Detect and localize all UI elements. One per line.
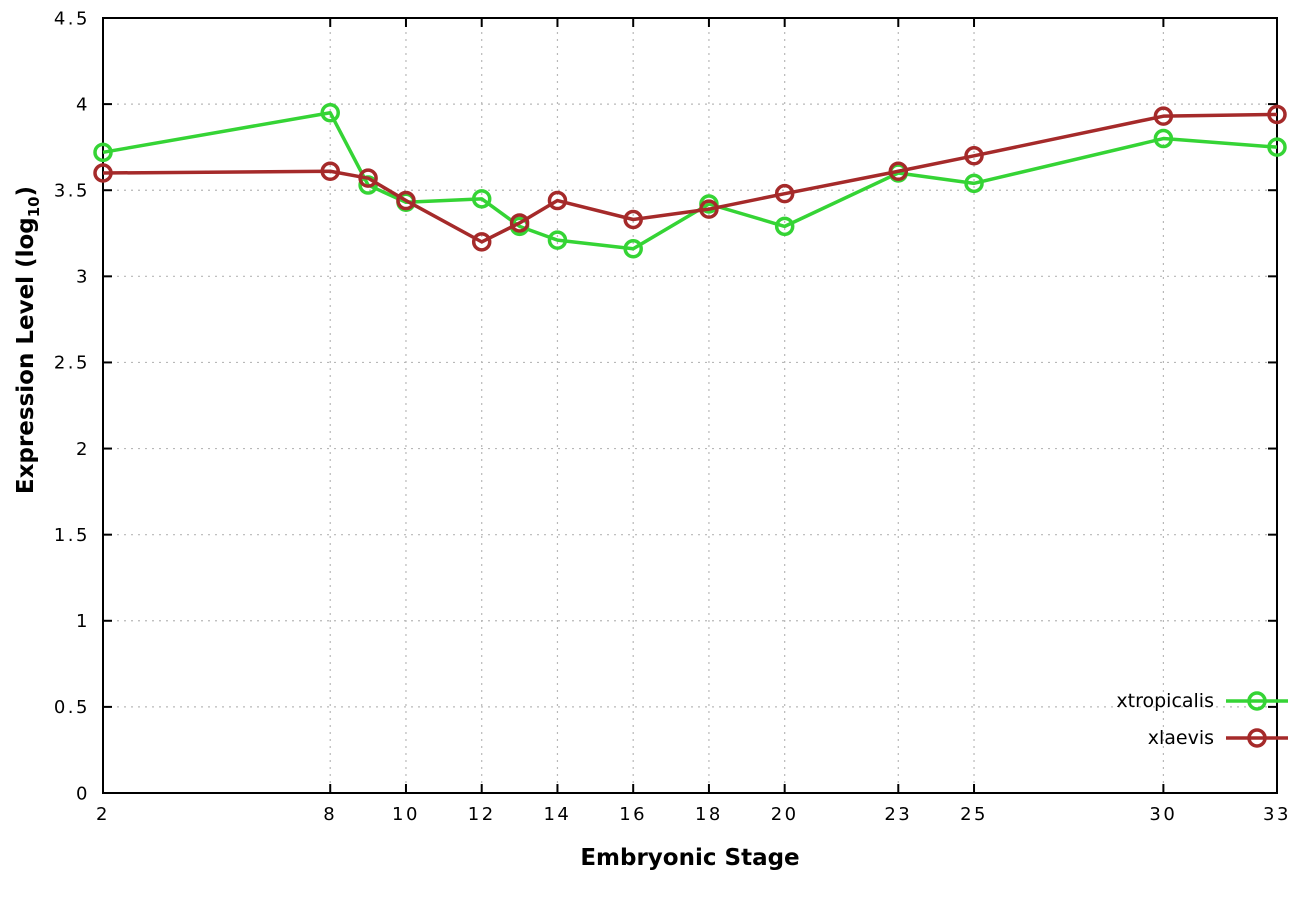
y-tick-label: 1.5: [54, 525, 90, 546]
plot-border: [102, 17, 1278, 794]
legend: xtropicalis xlaevis: [1116, 682, 1290, 756]
data-point-marker: [320, 102, 340, 123]
data-point-marker: [471, 189, 492, 209]
y-axis-title-text: Expression Level (log: [13, 217, 40, 495]
x-tick-label: 25: [960, 804, 988, 825]
data-point-marker: [699, 199, 719, 219]
data-point-marker: [964, 146, 984, 166]
series-xlaevis: [93, 104, 1287, 252]
y-tick-label: 0.5: [54, 697, 90, 718]
y-tick-label: 2.5: [54, 353, 90, 374]
y-tick-label: 4.5: [54, 8, 90, 29]
x-tick-label: 33: [1263, 804, 1291, 825]
data-point-marker: [547, 230, 568, 250]
x-tick-label: 30: [1149, 804, 1177, 825]
y-tick-label: 4: [76, 94, 90, 115]
data-point-marker: [547, 190, 568, 211]
x-tick-label: 8: [323, 804, 337, 825]
data-point-marker: [93, 163, 113, 183]
data-point-marker: [964, 173, 984, 194]
data-point-marker: [774, 216, 795, 237]
series-line: [102, 112, 1278, 244]
legend-line-marker-icon: [1226, 690, 1288, 711]
data-point-marker: [623, 209, 643, 230]
x-tick-label: 2: [96, 804, 110, 825]
series-line: [102, 110, 1278, 251]
x-tick-label: 18: [695, 804, 723, 825]
data-point-marker: [888, 161, 909, 182]
x-tick-label: 16: [619, 804, 647, 825]
y-tick-label: 3: [76, 267, 90, 288]
y-tick-label: 3.5: [54, 181, 90, 202]
x-axis-title: Embryonic Stage: [580, 845, 800, 871]
x-tick-label: 14: [543, 804, 571, 825]
data-point-marker: [320, 161, 340, 182]
x-tick-label: 12: [468, 804, 496, 825]
data-point-marker: [1267, 104, 1287, 125]
legend-entry-xtropicalis: xtropicalis: [1116, 682, 1290, 719]
data-point-marker: [1267, 137, 1287, 157]
y-axis-title-close: ): [13, 185, 40, 197]
x-tick-label: 20: [771, 804, 799, 825]
legend-label-xlaevis: xlaevis: [1147, 726, 1214, 749]
y-tick-label: 0: [76, 783, 90, 804]
x-tick-label: 10: [392, 804, 420, 825]
y-tick-label: 1: [76, 611, 90, 632]
data-point-marker: [358, 168, 378, 188]
legend-label-xtropicalis: xtropicalis: [1116, 689, 1214, 712]
data-point-marker: [623, 239, 643, 259]
data-point-marker: [93, 142, 113, 163]
legend-line-marker-icon: [1226, 727, 1288, 748]
legend-entry-xlaevis: xlaevis: [1116, 719, 1290, 756]
data-point-marker: [1153, 128, 1174, 149]
data-point-marker: [396, 190, 416, 211]
y-axis-title-subscript: 10: [24, 196, 43, 218]
data-point-marker: [509, 213, 530, 233]
data-point-marker: [774, 183, 795, 204]
tick-labels: 2 8 10 12 14 16 18 20 23 25 30 33 0 0.5 1 1.5 2 2.5 3 3.5 4 4…: [54, 8, 1291, 825]
y-tick-label: 2: [76, 439, 90, 460]
y-axis-title: Expression Level (log10): [13, 186, 43, 494]
x-tick-label: 23: [884, 804, 912, 825]
data-point-marker: [471, 232, 492, 252]
grid-lines: [102, 17, 1278, 794]
data-point-marker: [1153, 106, 1174, 126]
tick-marks: [102, 17, 1278, 794]
